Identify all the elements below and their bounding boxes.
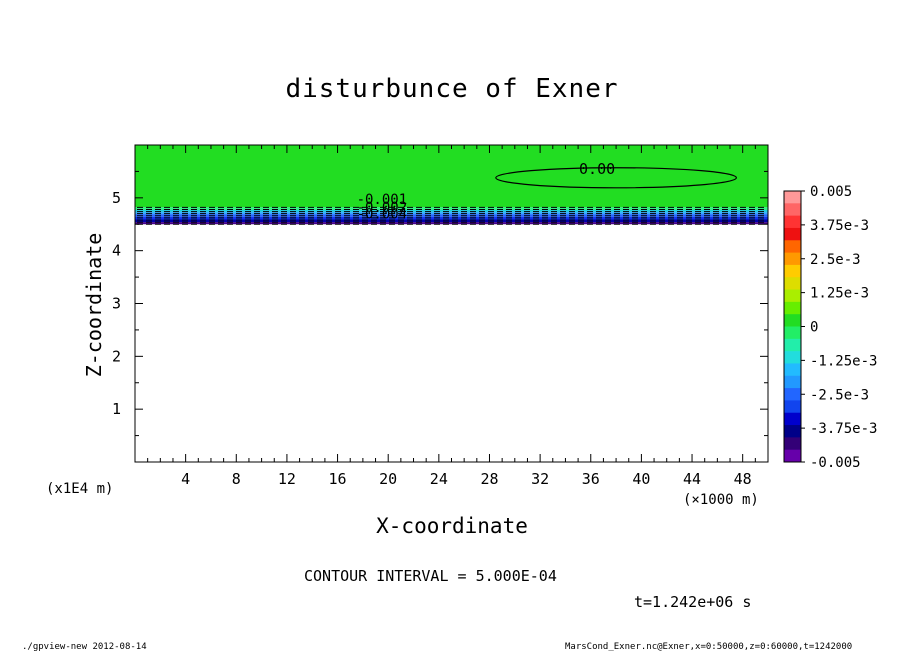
y-tick-label-4: 5	[112, 189, 121, 207]
colorbar-swatch-16	[784, 388, 801, 401]
y-tick-label-1: 2	[112, 347, 121, 365]
chart-title: disturbunce of Exner	[285, 74, 619, 104]
contour-label-3: -0.004	[357, 207, 408, 223]
band-4	[135, 214, 768, 217]
footer-source: MarsCond_Exner.nc@Exner,x=0:50000,z=0:60…	[565, 642, 853, 652]
filled-bands	[135, 145, 768, 225]
x-tick-label-2: 12	[278, 470, 296, 488]
band-5	[135, 216, 768, 220]
colorbar-swatch-15	[784, 375, 801, 389]
colorbar-swatch-17	[784, 400, 801, 414]
colorbar-swatch-11	[784, 326, 801, 340]
x-tick-label-8: 36	[582, 470, 600, 488]
colorbar-swatch-5	[784, 252, 801, 266]
colorbar-swatch-2	[784, 215, 801, 229]
colorbar-swatch-4	[784, 240, 801, 254]
x-tick-label-7: 32	[531, 470, 549, 488]
x-axis-label: X-coordinate	[376, 514, 528, 538]
colorbar-label-8: -0.005	[810, 455, 861, 471]
contour-label-1: -0.001	[357, 192, 408, 208]
x-tick-label-4: 20	[379, 470, 397, 488]
colorbar-swatch-21	[784, 449, 801, 463]
x-tick-label-1: 8	[232, 470, 241, 488]
band-3	[135, 212, 768, 215]
contour-lines	[137, 167, 766, 225]
colorbar-swatch-13	[784, 351, 801, 364]
x-tick-label-11: 48	[734, 470, 752, 488]
colorbar-label-3: 1.25e-3	[810, 286, 869, 302]
colorbar-swatch-14	[784, 363, 801, 377]
y-tick-label-2: 3	[112, 295, 121, 313]
colorbar-swatch-6	[784, 264, 801, 278]
x-tick-label-10: 44	[683, 470, 701, 488]
y-tick-label-3: 4	[112, 242, 121, 260]
footer-program: ./gpview-new 2012-08-14	[22, 642, 147, 652]
band-0	[135, 145, 768, 208]
x-tick-label-9: 40	[632, 470, 650, 488]
contour-labels: 0.00 -0.001-0.002-0.004	[357, 160, 616, 223]
colorbar-swatch-7	[784, 277, 801, 291]
x-tick-label-0: 4	[181, 470, 190, 488]
colorbar-swatch-1	[784, 203, 801, 217]
contour-label-2: -0.002	[357, 200, 408, 216]
y-axis-unit: (x1E4 m)	[46, 481, 114, 497]
colorbar-label-2: 2.5e-3	[810, 252, 861, 268]
colorbar-label-4: 0	[810, 320, 818, 336]
x-axis-unit: (×1000 m)	[683, 492, 759, 508]
band-2	[135, 209, 768, 213]
x-tick-label-3: 16	[329, 470, 347, 488]
x-tick-label-6: 28	[480, 470, 498, 488]
colorbar-swatch-3	[784, 227, 801, 241]
colorbar-swatch-18	[784, 412, 801, 426]
colorbar-swatch-8	[784, 289, 801, 303]
colorbar-swatch-20	[784, 437, 801, 451]
colorbar-label-1: 3.75e-3	[810, 218, 869, 234]
colorbar-swatch-19	[784, 425, 801, 438]
contour-label-0: 0.00	[579, 160, 615, 178]
colorbar-swatch-0	[784, 191, 801, 204]
colorbar-label-0: 0.005	[810, 184, 852, 200]
y-axis-label: Z-coordinate	[82, 232, 106, 378]
band-6	[135, 219, 768, 223]
y-tick-label-0: 1	[112, 400, 121, 418]
colorbar-swatch-10	[784, 314, 801, 327]
colorbar: 0.005 3.75e-3 2.5e-3 1.25e-3 0 -1.25e-3 -2.5e-…	[783, 184, 877, 471]
zero-contour	[495, 167, 737, 189]
colorbar-swatch-9	[784, 301, 801, 315]
colorbar-swatch-12	[784, 338, 801, 352]
x-tick-label-5: 24	[430, 470, 448, 488]
contour-interval: CONTOUR INTERVAL = 5.000E-04	[304, 567, 557, 585]
band-7	[135, 222, 768, 225]
colorbar-label-5: -1.25e-3	[810, 353, 877, 369]
band-1	[135, 207, 768, 210]
colorbar-label-6: -2.5e-3	[810, 387, 869, 403]
time-label: t=1.242e+06 s	[634, 593, 752, 611]
colorbar-label-7: -3.75e-3	[810, 421, 877, 437]
